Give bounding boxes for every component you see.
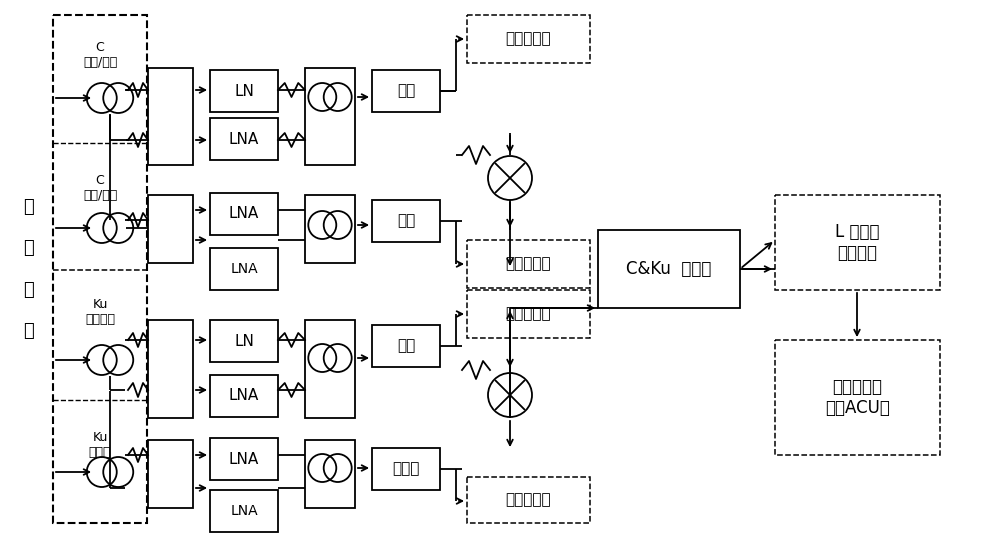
Bar <box>210 320 278 362</box>
Bar <box>372 70 440 112</box>
Text: C&Ku  下变频: C&Ku 下变频 <box>626 260 712 278</box>
Text: 功分器: 功分器 <box>392 462 420 477</box>
Bar <box>775 195 940 290</box>
Bar <box>467 15 590 63</box>
Text: Ku
旋水平: Ku 旋水平 <box>89 431 111 459</box>
Text: LN: LN <box>234 334 254 349</box>
Text: 干扰定位设: 干扰定位设 <box>506 257 551 272</box>
Text: LNA: LNA <box>230 504 258 518</box>
Text: 天线控制单
元（ACU）: 天线控制单 元（ACU） <box>825 378 890 417</box>
Text: L 频段跟
踪接收机: L 频段跟 踪接收机 <box>835 223 880 262</box>
Bar <box>305 320 355 418</box>
Bar <box>372 325 440 367</box>
Bar <box>210 70 278 112</box>
Bar <box>467 477 590 523</box>
Text: LNA: LNA <box>229 207 259 222</box>
Bar <box>305 195 355 263</box>
Bar <box>210 193 278 235</box>
Text: Ku
右旋垂直: Ku 右旋垂直 <box>85 298 115 326</box>
Text: 微

波

网

络: 微 波 网 络 <box>23 197 33 341</box>
Bar <box>598 230 740 308</box>
Bar <box>210 375 278 417</box>
Bar <box>372 448 440 490</box>
Text: 干扰定位设: 干扰定位设 <box>506 307 551 322</box>
Text: LNA: LNA <box>230 262 258 276</box>
Text: LNA: LNA <box>229 451 259 466</box>
Bar <box>372 200 440 242</box>
Text: LNA: LNA <box>229 131 259 146</box>
Text: LN: LN <box>234 83 254 98</box>
Text: 功分: 功分 <box>397 214 415 229</box>
Bar <box>148 195 193 263</box>
Bar <box>210 490 278 532</box>
Text: C
右旋/垂直: C 右旋/垂直 <box>83 41 117 69</box>
Bar <box>148 320 193 418</box>
Text: 功分: 功分 <box>397 338 415 353</box>
Bar <box>467 290 590 338</box>
Text: 功分: 功分 <box>397 83 415 98</box>
Bar <box>210 118 278 160</box>
Bar <box>305 68 355 165</box>
Bar <box>148 440 193 508</box>
Text: 干扰定位设: 干扰定位设 <box>506 492 551 507</box>
Bar <box>210 248 278 290</box>
Bar <box>467 240 590 288</box>
Bar <box>305 440 355 508</box>
Bar <box>53 15 147 523</box>
Text: 干扰定位设: 干扰定位设 <box>506 32 551 46</box>
Bar <box>775 340 940 455</box>
Text: C
左旋/水平: C 左旋/水平 <box>83 174 117 202</box>
Bar <box>210 438 278 480</box>
Bar <box>148 68 193 165</box>
Text: LNA: LNA <box>229 388 259 404</box>
